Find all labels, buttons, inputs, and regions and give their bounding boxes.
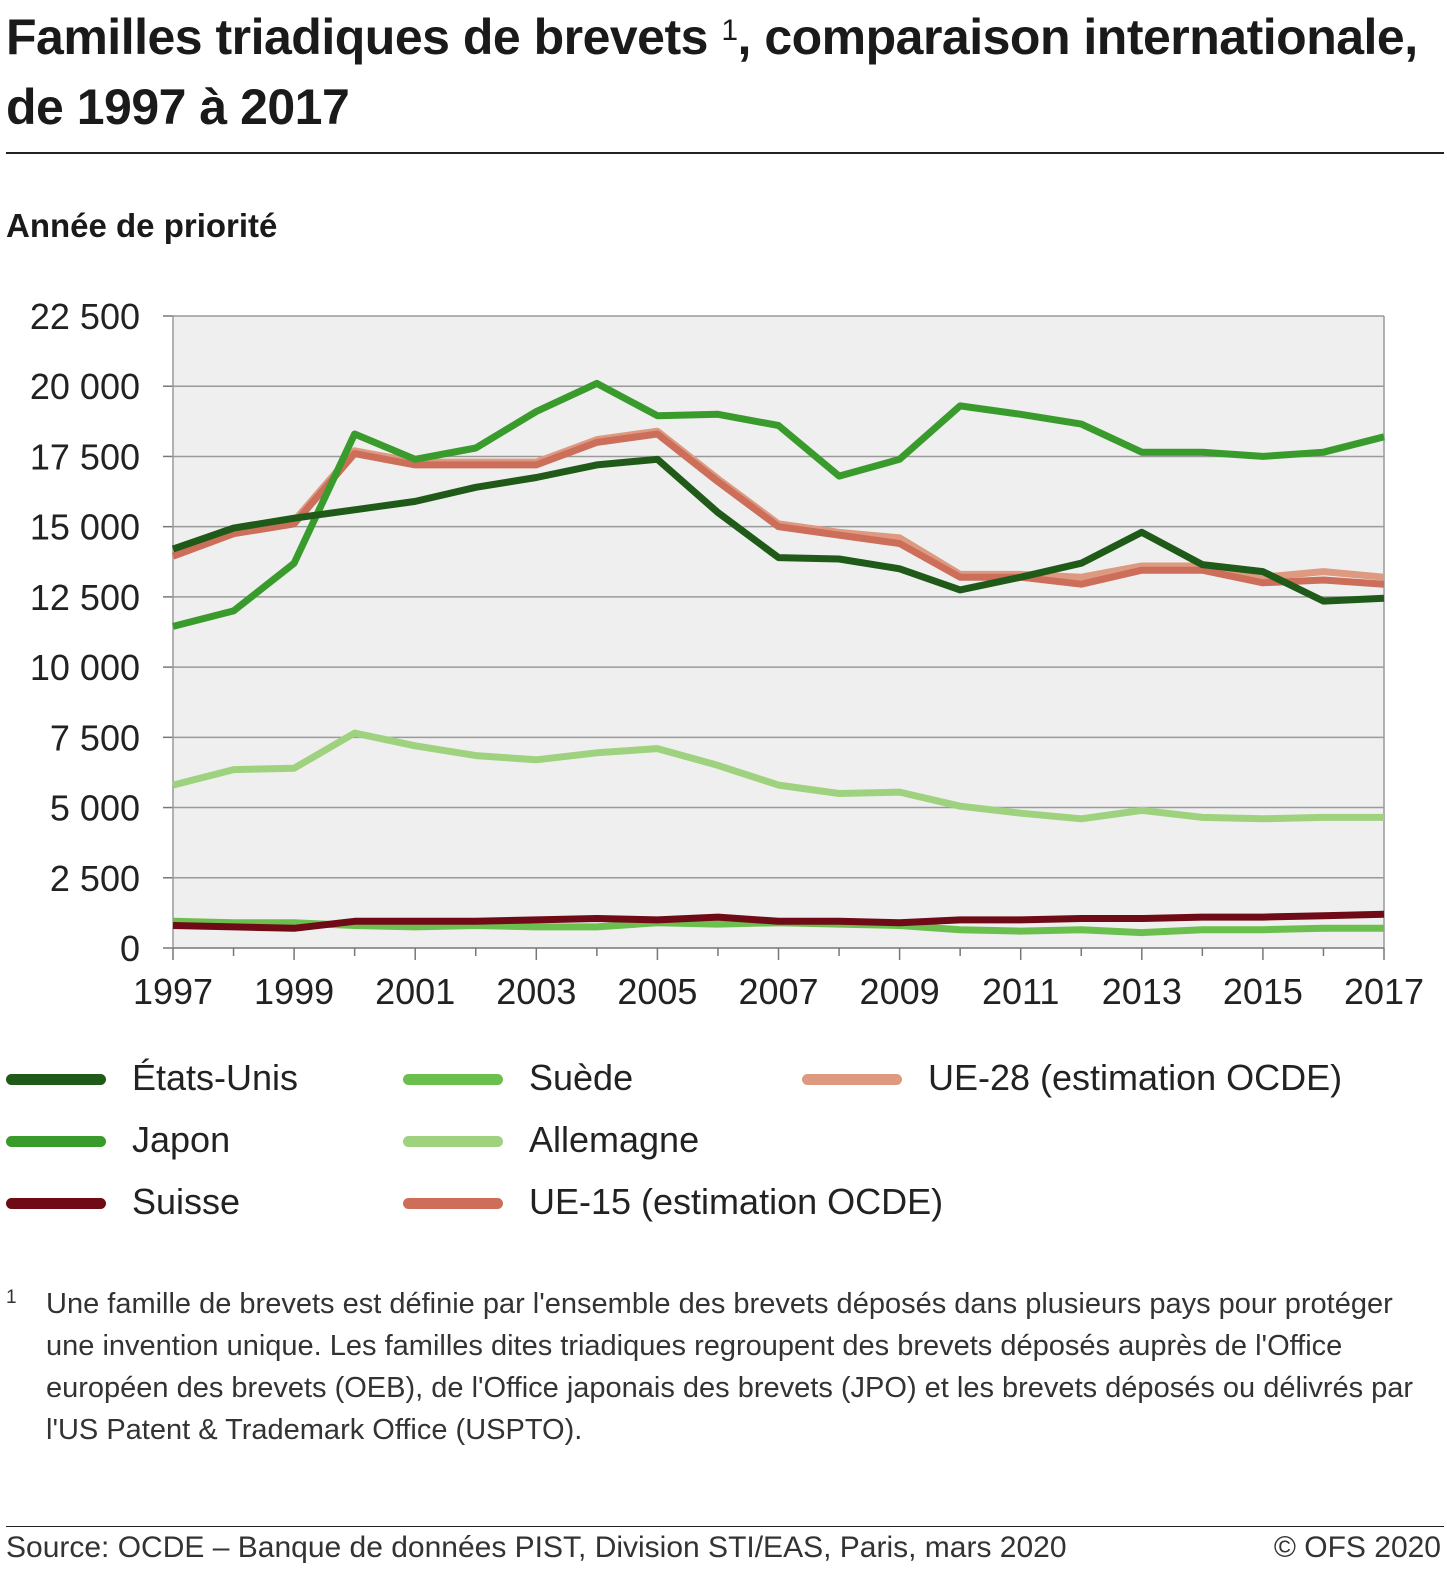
footnote-mark: 1	[6, 1287, 17, 1308]
y-tick-label: 10 000	[30, 647, 140, 688]
series-line-allemagne	[172, 729, 1384, 823]
series-line-tats-unis	[171, 455, 1385, 605]
x-tick-label: 2001	[375, 971, 455, 1012]
x-tick-label: 2003	[496, 971, 576, 1012]
x-tick-label: 1999	[254, 971, 334, 1012]
source-note: Source: OCDE – Banque de données PIST, D…	[6, 1531, 1067, 1564]
series-line-ue-15	[171, 430, 1385, 588]
y-tick-label: 22 500	[30, 296, 140, 337]
y-tick-label: 15 000	[30, 507, 140, 548]
chart-subtitle: Année de priorité	[6, 207, 278, 244]
legend-swatch	[802, 1074, 902, 1085]
x-tick-label: 1997	[133, 971, 213, 1012]
y-tick-label: 20 000	[30, 366, 140, 407]
legend-label: Suède	[529, 1057, 634, 1098]
x-tick-label: 2013	[1102, 971, 1182, 1012]
chart-title: Familles triadiques de brevets 1, compar…	[6, 9, 1418, 135]
y-tick-label: 7 500	[50, 717, 140, 758]
title-divider	[6, 152, 1444, 154]
legend-swatch	[6, 1198, 106, 1209]
legend-swatch	[403, 1198, 503, 1209]
plot-area	[173, 316, 1384, 948]
legend-label: Japon	[132, 1119, 231, 1160]
x-tick-label: 2011	[982, 971, 1059, 1012]
x-tick-label: 2005	[617, 971, 697, 1012]
x-tick-label: 2009	[860, 971, 940, 1012]
copyright-note: © OFS 2020	[1273, 1531, 1441, 1564]
legend-swatch	[403, 1136, 503, 1147]
legend-label: États-Unis	[132, 1057, 299, 1098]
x-tick-label: 2007	[738, 971, 818, 1012]
legend-label: Allemagne	[529, 1119, 700, 1160]
series-line-suisse	[172, 910, 1385, 932]
y-tick-label: 2 500	[50, 858, 140, 899]
legend-swatch	[403, 1074, 503, 1085]
legend-label: UE-28 (estimation OCDE)	[928, 1057, 1343, 1098]
footnote-reference: 1	[721, 14, 738, 47]
y-tick-label: 0	[120, 928, 140, 969]
x-tick-label: 2017	[1344, 971, 1424, 1012]
legend-swatch	[6, 1136, 106, 1147]
x-tick-label: 2015	[1223, 971, 1303, 1012]
footer-divider	[6, 1526, 1444, 1527]
line-chart: 0 2 500 5 000 7 500 10 000 12 500 15 000 17 500…	[30, 296, 1424, 1012]
legend-swatch	[6, 1074, 106, 1085]
legend-label: Suisse	[132, 1181, 241, 1222]
series-line-japon	[172, 379, 1385, 630]
y-tick-label: 17 500	[30, 436, 140, 477]
legend-label: UE-15 (estimation OCDE)	[529, 1181, 944, 1222]
y-tick-label: 12 500	[30, 577, 140, 618]
footnote-text: Une famille de brevets est définie par l…	[46, 1288, 1414, 1446]
y-tick-label: 5 000	[50, 788, 140, 829]
